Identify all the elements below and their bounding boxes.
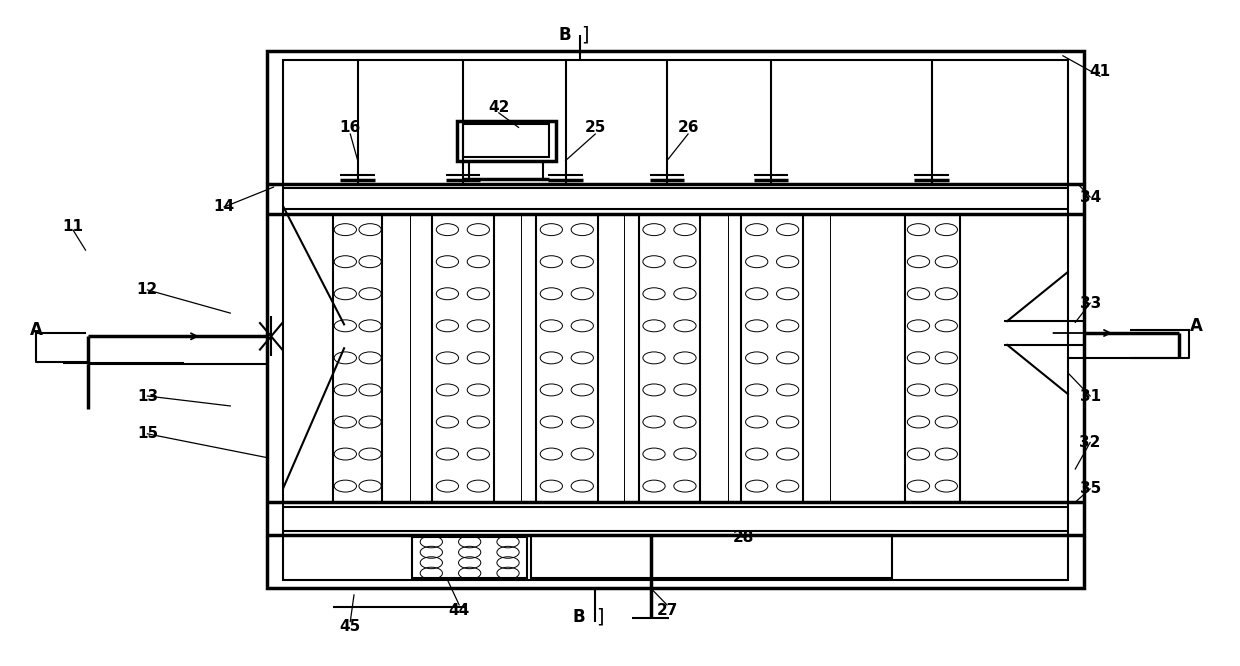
Text: 33: 33	[1080, 296, 1101, 310]
Text: A: A	[30, 321, 42, 339]
Text: 13: 13	[136, 388, 157, 404]
Bar	[284, 60, 1068, 579]
Text: A: A	[1190, 318, 1203, 336]
Text: 41: 41	[1090, 63, 1111, 79]
Text: 45: 45	[340, 619, 361, 633]
Text: ]: ]	[582, 25, 589, 44]
Text: 44: 44	[449, 603, 470, 618]
Text: 31: 31	[1080, 388, 1101, 404]
Text: 32: 32	[1080, 435, 1101, 450]
Text: 42: 42	[489, 100, 510, 115]
Bar	[531, 535, 893, 578]
Text: 12: 12	[136, 282, 157, 298]
Text: 34: 34	[1080, 190, 1101, 204]
Text: 16: 16	[340, 120, 361, 135]
Text: 26: 26	[677, 120, 699, 135]
Text: 25: 25	[584, 120, 606, 135]
Text: ]: ]	[596, 607, 604, 626]
Text: 27: 27	[656, 603, 678, 618]
Text: B: B	[558, 25, 570, 43]
Bar	[412, 537, 527, 578]
Text: 15: 15	[136, 426, 157, 442]
Text: 35: 35	[1080, 482, 1101, 496]
Text: 14: 14	[213, 200, 234, 214]
Text: B: B	[573, 608, 585, 626]
Bar	[268, 51, 1084, 588]
Bar	[456, 121, 556, 161]
Text: 11: 11	[63, 219, 83, 234]
Bar	[463, 124, 549, 157]
Text: 28: 28	[733, 529, 754, 545]
